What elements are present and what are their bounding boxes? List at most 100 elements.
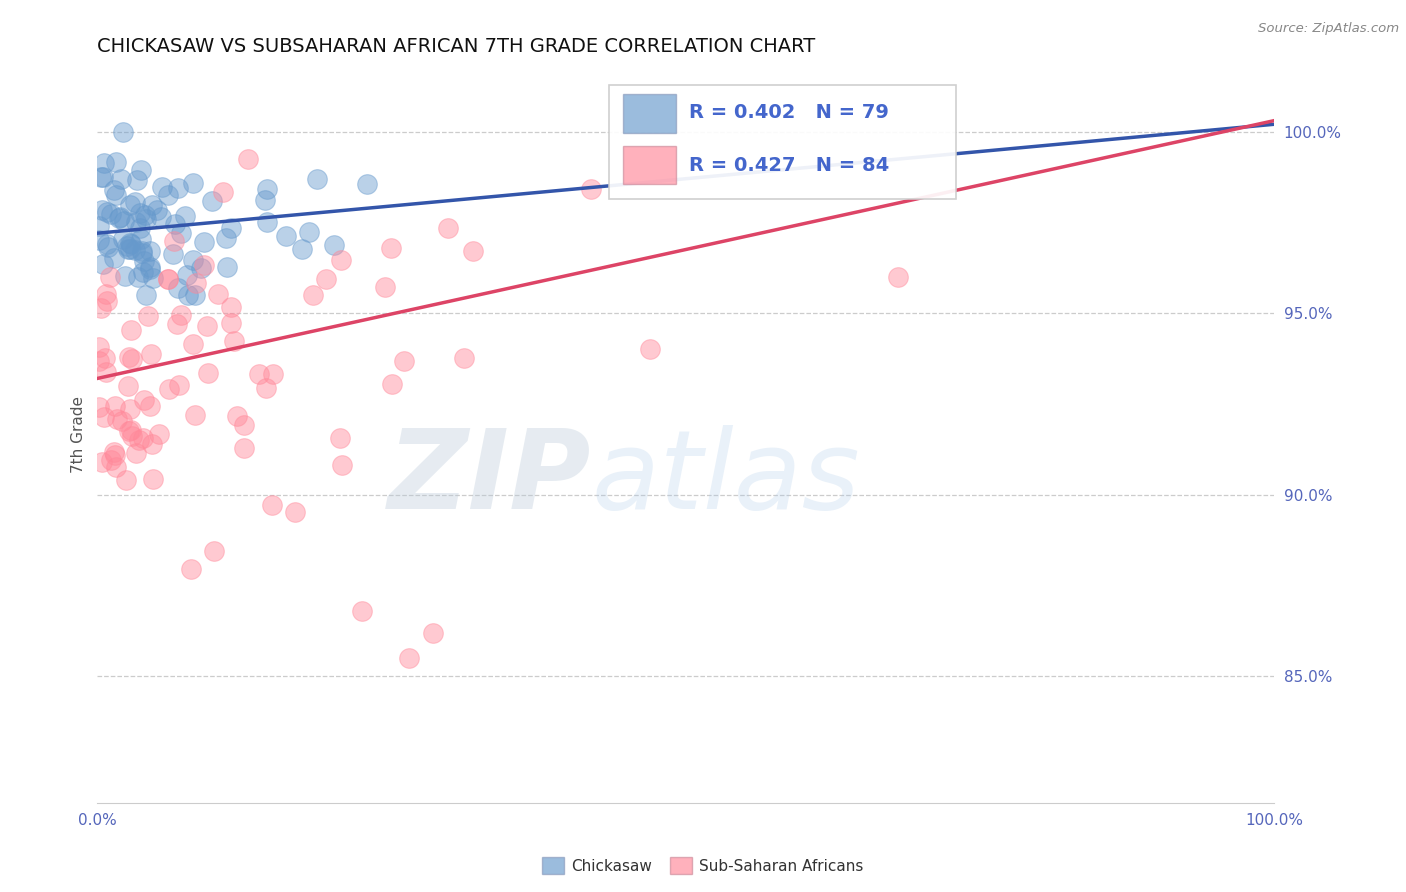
Point xyxy=(184,409,207,423)
Point xyxy=(94,351,117,365)
Point xyxy=(181,176,204,190)
Point xyxy=(90,455,112,469)
Point xyxy=(104,459,127,474)
Point xyxy=(100,453,122,467)
Point xyxy=(91,202,114,217)
Point xyxy=(120,236,142,251)
Point xyxy=(149,210,172,224)
Point xyxy=(422,625,444,640)
Point xyxy=(117,242,139,256)
Point xyxy=(118,425,141,439)
Point xyxy=(138,244,160,258)
Point xyxy=(108,211,131,225)
Point xyxy=(142,472,165,486)
Point xyxy=(89,219,111,233)
Point xyxy=(141,437,163,451)
FancyBboxPatch shape xyxy=(623,145,676,184)
Point xyxy=(105,188,128,202)
Point xyxy=(112,232,135,246)
Point xyxy=(236,152,259,166)
Point xyxy=(108,211,131,226)
Point xyxy=(103,252,125,266)
Point xyxy=(87,354,110,368)
Point xyxy=(197,366,219,380)
Point xyxy=(380,241,402,255)
Point xyxy=(186,276,208,290)
Point xyxy=(134,253,156,268)
Point xyxy=(129,232,152,246)
FancyBboxPatch shape xyxy=(623,95,676,133)
Point xyxy=(461,244,484,258)
Point xyxy=(165,217,187,231)
Point xyxy=(148,427,170,442)
Point xyxy=(132,265,155,279)
Point xyxy=(305,172,328,186)
Point xyxy=(93,156,115,170)
Point xyxy=(217,260,239,274)
Point xyxy=(87,400,110,414)
Text: Source: ZipAtlas.com: Source: ZipAtlas.com xyxy=(1258,22,1399,36)
Point xyxy=(96,293,118,308)
Point xyxy=(110,172,132,186)
Point xyxy=(176,268,198,282)
Point xyxy=(118,235,141,250)
Point xyxy=(131,246,153,260)
Point xyxy=(124,195,146,210)
Point xyxy=(330,458,353,472)
Point xyxy=(124,446,146,460)
Point xyxy=(87,233,110,247)
Point xyxy=(115,473,138,487)
Point xyxy=(139,260,162,274)
Point xyxy=(232,441,254,455)
Point xyxy=(115,239,138,253)
Text: atlas: atlas xyxy=(592,425,860,533)
Point xyxy=(170,308,193,322)
Point xyxy=(298,225,321,239)
Point xyxy=(193,258,215,272)
Point xyxy=(181,252,204,267)
Point xyxy=(136,310,159,324)
Point xyxy=(392,354,415,368)
Point xyxy=(166,317,188,331)
Point xyxy=(301,288,323,302)
Point xyxy=(262,367,284,381)
Point xyxy=(134,208,156,222)
Point xyxy=(135,288,157,302)
Point xyxy=(118,351,141,365)
Point xyxy=(104,399,127,413)
Point xyxy=(215,231,238,245)
Point xyxy=(96,204,118,219)
Point xyxy=(138,399,160,413)
Point xyxy=(114,269,136,284)
Point xyxy=(90,170,112,185)
Point xyxy=(221,300,243,314)
Point xyxy=(100,207,122,221)
Point xyxy=(374,280,396,294)
Point xyxy=(579,182,602,196)
Point xyxy=(97,239,120,253)
Point xyxy=(201,194,224,208)
Point xyxy=(190,260,212,275)
Point xyxy=(162,247,184,261)
Point xyxy=(180,561,202,575)
Point xyxy=(125,214,148,228)
Point xyxy=(329,252,352,267)
Point xyxy=(159,382,181,396)
Point xyxy=(232,418,254,433)
Point xyxy=(129,221,152,235)
Text: ZIP: ZIP xyxy=(388,425,592,533)
Point xyxy=(195,318,218,333)
Point xyxy=(352,604,374,618)
Point xyxy=(356,177,378,191)
Point xyxy=(125,173,148,187)
Point xyxy=(128,206,150,220)
Point xyxy=(167,377,190,392)
Point xyxy=(157,188,180,202)
Point xyxy=(103,183,125,197)
Point xyxy=(96,237,118,252)
Point xyxy=(104,448,127,462)
Text: R = 0.402   N = 79: R = 0.402 N = 79 xyxy=(689,103,889,122)
Point xyxy=(260,499,283,513)
Point xyxy=(141,198,163,212)
Point xyxy=(640,343,662,357)
